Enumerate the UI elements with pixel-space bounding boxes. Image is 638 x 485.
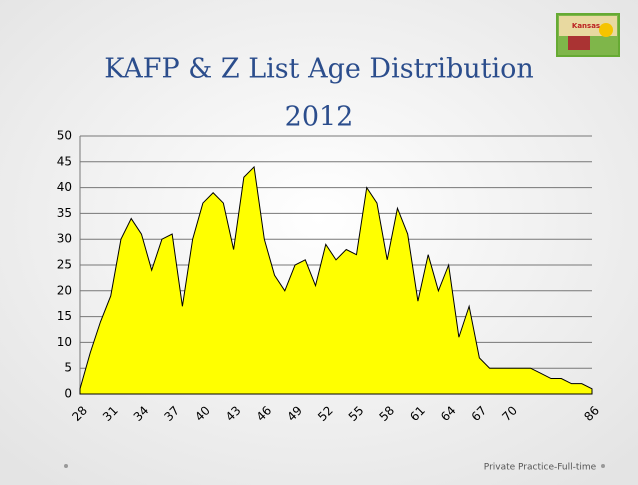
y-tick-label: 25 bbox=[57, 258, 72, 272]
y-tick-label: 10 bbox=[57, 335, 72, 349]
area bbox=[79, 165, 593, 395]
y-tick-label: 5 bbox=[64, 361, 72, 375]
chart-title: KAFP & Z List Age Distribution bbox=[104, 54, 534, 85]
footer: Private Practice-Full-time bbox=[484, 463, 597, 473]
y-tick-label: 45 bbox=[57, 154, 72, 168]
y-tick-label: 30 bbox=[57, 232, 72, 246]
y-tick-label: 0 bbox=[64, 387, 72, 401]
y-tick-label: 50 bbox=[57, 129, 72, 143]
y-tick-label: 15 bbox=[57, 309, 72, 323]
bullet-dot bbox=[64, 464, 68, 468]
y-tick-label: 40 bbox=[57, 180, 72, 194]
logo-text: Kansas bbox=[572, 22, 600, 30]
chart-subtitle: 2012 bbox=[285, 102, 354, 133]
bullet-dot bbox=[601, 464, 605, 468]
y-tick-label: 20 bbox=[57, 283, 72, 297]
y-tick-label: 35 bbox=[57, 206, 72, 220]
logo: Kansas bbox=[556, 13, 620, 57]
